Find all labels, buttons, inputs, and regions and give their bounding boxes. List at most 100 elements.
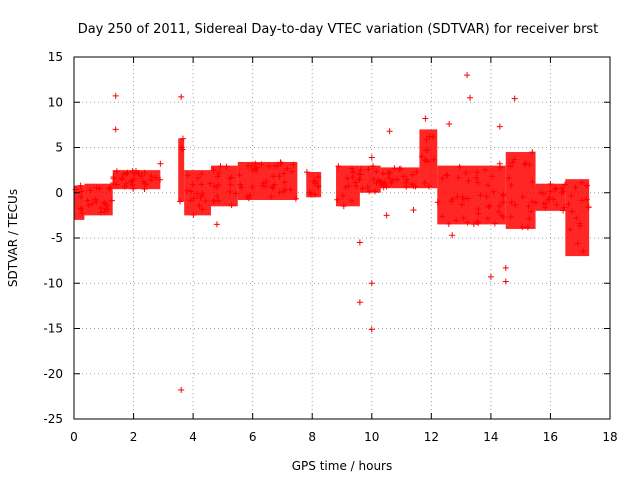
data-point <box>248 162 255 169</box>
data-point <box>579 197 586 204</box>
data-point <box>127 178 134 185</box>
data-point <box>118 175 125 182</box>
data-point <box>371 188 378 195</box>
data-point <box>444 172 451 179</box>
data-point <box>199 206 206 213</box>
data-point <box>79 210 86 217</box>
data-point <box>210 167 217 174</box>
data-point <box>403 183 410 190</box>
data-point <box>179 135 186 142</box>
data-point <box>106 185 113 192</box>
data-point-outlier <box>467 94 474 101</box>
data-point <box>508 182 515 189</box>
data-point <box>397 165 404 172</box>
data-point <box>119 176 126 183</box>
data-point <box>258 161 265 168</box>
data-point <box>108 197 115 204</box>
data-point <box>519 223 526 230</box>
data-point <box>543 199 550 206</box>
data-point <box>369 163 376 170</box>
data-point-outlier <box>487 273 494 280</box>
data-point <box>339 192 346 199</box>
data-point <box>226 175 233 182</box>
data-point <box>353 183 360 190</box>
data-point <box>184 172 191 179</box>
y-tick-label: 0 <box>55 186 63 200</box>
data-point <box>78 188 85 195</box>
data-point <box>558 190 565 197</box>
y-tick-label: 5 <box>55 141 63 155</box>
data-point <box>292 195 299 202</box>
data-point <box>439 213 446 220</box>
data-point <box>408 181 415 188</box>
data-point <box>280 170 287 177</box>
data-point <box>216 169 223 176</box>
data-point <box>409 171 416 178</box>
data-point <box>422 157 429 164</box>
data-point <box>303 169 310 176</box>
data-point-outlier <box>464 72 471 79</box>
data-point <box>177 198 184 205</box>
data-point <box>485 203 492 210</box>
data-point <box>100 199 107 206</box>
data-point <box>236 172 243 179</box>
data-point <box>152 174 159 181</box>
data-point <box>526 215 533 222</box>
data-point-outlier <box>502 264 509 271</box>
data-point <box>120 170 127 177</box>
data-point <box>380 184 387 191</box>
data-point <box>287 186 294 193</box>
data-point-outlier <box>178 387 185 394</box>
data-point <box>129 177 136 184</box>
data-point <box>474 169 481 176</box>
data-point <box>508 199 515 206</box>
data-point <box>418 153 425 160</box>
data-point <box>498 212 505 219</box>
data-point <box>340 203 347 210</box>
data-point <box>342 184 349 191</box>
data-point <box>462 169 469 176</box>
data-point <box>92 196 99 203</box>
data-point <box>141 186 148 193</box>
data-point <box>288 168 295 175</box>
data-point <box>454 193 461 200</box>
data-point <box>477 192 484 199</box>
data-point <box>568 208 575 215</box>
data-point <box>445 221 452 228</box>
data-point <box>423 136 430 143</box>
data-point <box>357 166 364 173</box>
data-point <box>124 169 131 176</box>
data-point <box>532 199 539 206</box>
x-tick-labels: 0 2 4 6 8 10 12 14 16 18 <box>70 430 617 444</box>
data-point <box>345 182 352 189</box>
data-point <box>434 199 441 206</box>
data-point <box>474 219 481 226</box>
data-point <box>350 169 357 176</box>
data-point <box>470 221 477 228</box>
data-point <box>104 202 111 209</box>
data-point <box>455 174 462 181</box>
data-point <box>246 192 253 199</box>
data-point <box>189 181 196 188</box>
data-point-outlier <box>496 160 503 167</box>
data-point <box>459 193 466 200</box>
data-point-outlier <box>496 123 503 130</box>
data-point <box>404 176 411 183</box>
data-point-outlier <box>178 93 185 100</box>
data-point <box>306 189 313 196</box>
data-point <box>271 181 278 188</box>
data-point <box>458 201 465 208</box>
data-point <box>453 217 460 224</box>
data-point <box>245 195 252 202</box>
data-point <box>269 185 276 192</box>
data-point-outlier <box>213 221 220 228</box>
data-point <box>140 178 147 185</box>
data-point <box>226 188 233 195</box>
data-point <box>349 165 356 172</box>
data-point-outlier <box>422 115 429 122</box>
data-point <box>584 182 591 189</box>
x-tick-label: 10 <box>364 430 379 444</box>
data-point-outlier <box>356 239 363 246</box>
data-point <box>525 203 532 210</box>
data-point <box>85 202 92 209</box>
